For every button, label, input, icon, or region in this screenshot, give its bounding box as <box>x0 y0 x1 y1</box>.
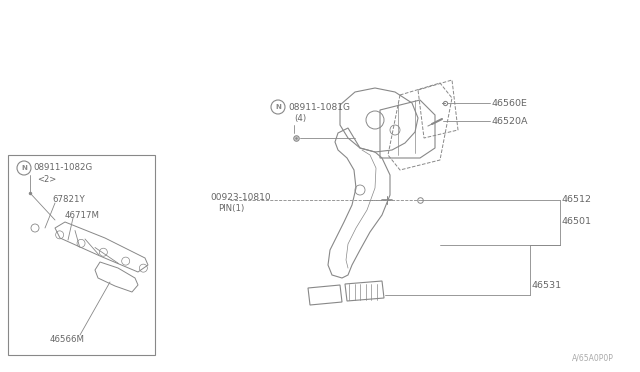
Text: N: N <box>275 104 281 110</box>
Text: 46717M: 46717M <box>65 211 100 219</box>
Text: A/65A0P0P: A/65A0P0P <box>572 353 614 362</box>
Text: 46531: 46531 <box>532 280 562 289</box>
Text: (4): (4) <box>294 115 306 124</box>
Text: 00923-10810: 00923-10810 <box>210 192 271 202</box>
Text: 46512: 46512 <box>562 196 592 205</box>
Text: 08911-1081G: 08911-1081G <box>288 103 350 112</box>
Text: N: N <box>21 165 27 171</box>
Text: 46501: 46501 <box>562 218 592 227</box>
Bar <box>8 155 155 355</box>
Text: 46566M: 46566M <box>50 336 85 344</box>
Text: 67821Y: 67821Y <box>52 196 84 205</box>
Text: PIN(1): PIN(1) <box>218 203 244 212</box>
Text: 46560E: 46560E <box>492 99 528 108</box>
Text: 46520A: 46520A <box>492 116 529 125</box>
Text: <2>: <2> <box>37 176 56 185</box>
Text: 08911-1082G: 08911-1082G <box>33 164 92 173</box>
